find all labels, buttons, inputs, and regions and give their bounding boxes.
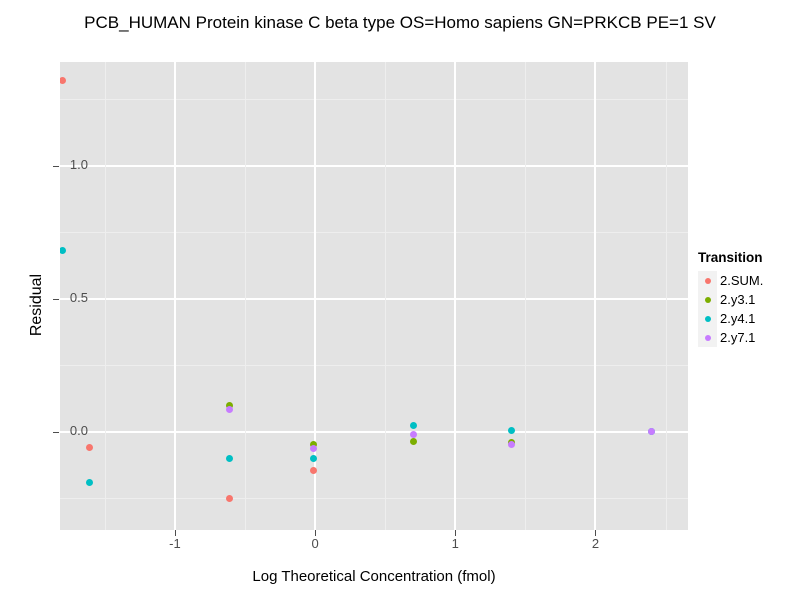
y-axis-tick-label: 0.5 <box>69 289 88 305</box>
gridline-vertical <box>594 62 597 530</box>
x-axis-tick-label: 0 <box>311 536 319 551</box>
y-axis-tick-label: 1.0 <box>69 156 88 172</box>
y-axis-tick-mark <box>53 165 59 167</box>
x-axis-tick-mark <box>174 530 176 536</box>
gridline-horizontal-minor <box>60 99 688 101</box>
legend-item-2-y7-1[interactable]: 2.y7.1 <box>698 328 798 347</box>
data-point <box>310 440 318 448</box>
data-point <box>310 454 318 462</box>
data-point <box>409 421 417 429</box>
legend-items: 2.SUM. 2.y3.1 2.y4.1 2.y7.1 <box>698 271 798 347</box>
data-point <box>409 431 417 439</box>
legend-item-label: 2.y4.1 <box>720 311 756 326</box>
legend-key-swatch <box>698 271 717 290</box>
data-point <box>60 77 67 85</box>
x-axis-tick-mark <box>315 530 317 536</box>
data-point <box>226 494 234 502</box>
legend-item-label: 2.SUM. <box>720 273 764 288</box>
gridline-vertical <box>454 62 457 530</box>
legend-title: Transition <box>698 250 763 265</box>
gridline-horizontal <box>60 297 688 300</box>
gridline-vertical <box>314 62 317 530</box>
y-axis-tick-mark <box>53 298 59 300</box>
gridline-vertical-minor <box>665 62 667 530</box>
data-point <box>648 428 656 436</box>
y-axis-tick-mark <box>53 431 59 433</box>
gridline-horizontal <box>60 164 688 167</box>
gridline-vertical <box>173 62 176 530</box>
legend-key-swatch <box>698 290 717 309</box>
chart-title: PCB_HUMAN Protein kinase C beta type OS=… <box>0 0 800 46</box>
chart-title-text: PCB_HUMAN Protein kinase C beta type OS=… <box>84 13 716 32</box>
gridline-horizontal-minor <box>60 498 688 500</box>
y-axis-tick-label: 0.0 <box>69 422 88 438</box>
data-point <box>507 426 515 434</box>
data-point <box>85 478 93 486</box>
plot-panel <box>60 62 688 530</box>
x-axis-tick-mark <box>455 530 457 536</box>
legend-key-swatch <box>698 309 717 328</box>
gridline-vertical-minor <box>525 62 527 530</box>
gridline-vertical-minor <box>385 62 387 530</box>
legend-color-dot-icon <box>704 334 711 341</box>
gridline-horizontal-minor <box>60 365 688 367</box>
legend-item-label: 2.y3.1 <box>720 292 756 307</box>
legend-color-dot-icon <box>704 296 711 303</box>
legend-key-swatch <box>698 328 717 347</box>
legend-item-2-sum-[interactable]: 2.SUM. <box>698 271 798 290</box>
gridline-vertical-minor <box>104 62 106 530</box>
legend-color-dot-icon <box>704 315 711 322</box>
x-axis-tick-mark <box>595 530 597 536</box>
x-axis-tick-label: 2 <box>591 536 600 551</box>
gridline-horizontal <box>60 430 688 433</box>
data-point <box>226 454 234 462</box>
data-point <box>310 466 318 474</box>
legend-item-2-y4-1[interactable]: 2.y4.1 <box>698 309 798 328</box>
data-point <box>310 444 318 452</box>
data-point <box>85 444 93 452</box>
data-point <box>409 437 417 445</box>
y-axis-title: Residual <box>28 273 45 337</box>
gridline-vertical-minor <box>245 62 247 530</box>
data-point <box>226 401 234 409</box>
x-axis-tick-label: 1 <box>451 536 459 551</box>
data-point <box>60 247 67 255</box>
data-point <box>507 441 515 449</box>
x-axis-title: Log Theoretical Concentration (fmol) <box>252 568 496 585</box>
gridline-horizontal-minor <box>60 232 688 234</box>
legend: Transition 2.SUM. 2.y3.1 2.y4.1 2.y7.1 <box>698 250 798 347</box>
legend-item-label: 2.y7.1 <box>720 330 756 345</box>
legend-item-2-y3-1[interactable]: 2.y3.1 <box>698 290 798 309</box>
data-point <box>226 405 234 413</box>
x-axis-tick-label: -1 <box>169 536 181 551</box>
legend-color-dot-icon <box>704 277 711 284</box>
